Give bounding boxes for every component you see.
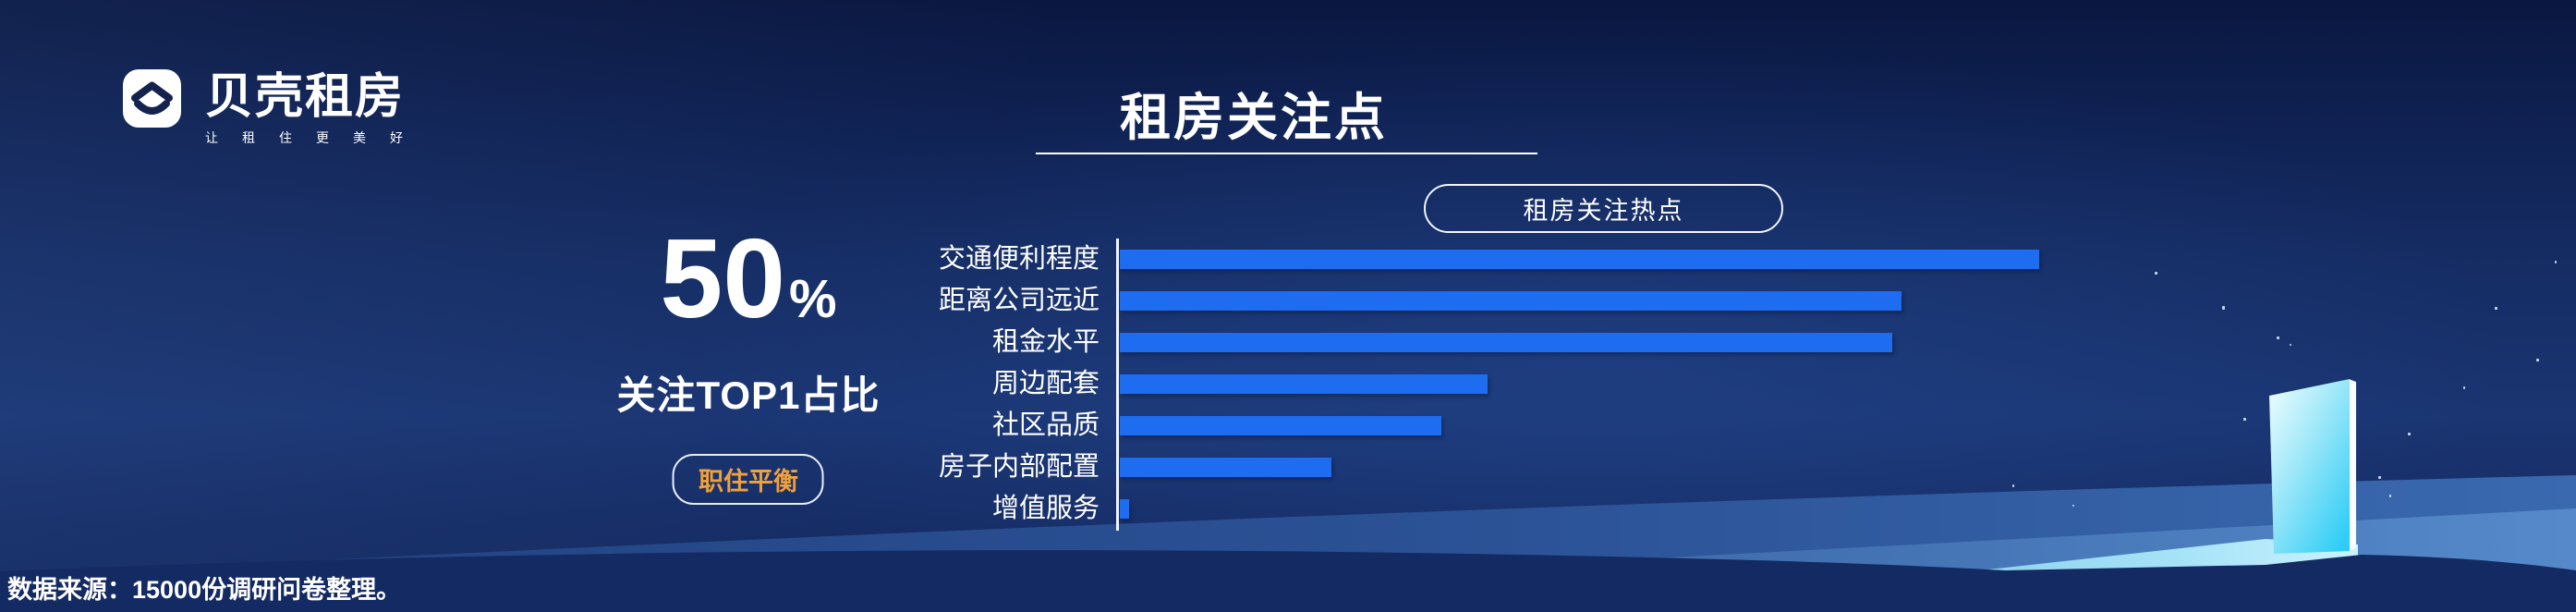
chart-bar xyxy=(1120,458,1331,477)
data-source-note: 数据来源：15000份调研问卷整理。 xyxy=(7,576,402,604)
chart-row: 周边配套 xyxy=(0,363,2576,405)
star-icon xyxy=(2555,261,2557,263)
title-underline xyxy=(1036,153,1537,154)
star-icon xyxy=(2222,306,2225,310)
chart-row-label: 交通便利程度 xyxy=(938,244,1100,274)
logo-name: 贝壳租房 xyxy=(205,70,406,124)
chart-bar xyxy=(1120,416,1441,435)
chart-row-label: 距离公司远近 xyxy=(938,286,1100,315)
star-icon xyxy=(2495,307,2497,310)
chart-row: 房子内部配置 xyxy=(0,447,2576,488)
beike-logo: 贝壳租房 让租住更美好 xyxy=(123,69,427,147)
chart-title-pill: 租房关注热点 xyxy=(1424,184,1783,233)
stat-value: 50 xyxy=(660,215,786,341)
page-title: 租房关注点 xyxy=(1119,89,1389,146)
chart-row: 社区品质 xyxy=(0,405,2576,447)
chart-row: 交通便利程度 xyxy=(0,239,2576,280)
stat-number: 50 % xyxy=(660,222,836,335)
chart-bar xyxy=(1120,333,1892,352)
chart-bar xyxy=(1120,291,1902,311)
chart-axis-line xyxy=(1116,239,1119,531)
door-frame-edge xyxy=(2349,379,2356,551)
beike-house-smile-icon xyxy=(123,69,181,128)
star-icon xyxy=(2277,337,2279,339)
chart-bar xyxy=(1120,374,1488,394)
star-icon xyxy=(2243,418,2246,421)
stat-label: 关注TOP1占比 xyxy=(616,373,881,417)
chart-bar xyxy=(1120,499,1129,519)
bar-chart: 交通便利程度 距离公司远近租金水平周边配套社区品质房子内部配置增值服务 xyxy=(0,239,2576,530)
chart-row-label: 周边配套 xyxy=(991,369,1100,398)
star-icon xyxy=(2389,495,2391,497)
star-icon xyxy=(2072,505,2074,507)
chart-row-label: 房子内部配置 xyxy=(938,452,1100,482)
wave-foreground xyxy=(0,550,2576,612)
open-door-illustration xyxy=(2269,379,2356,554)
star-icon xyxy=(2536,359,2539,361)
chart-row: 距离公司远近 xyxy=(0,280,2576,322)
chart-row: 增值服务 xyxy=(0,488,2576,530)
logo-tagline: 让租住更美好 xyxy=(205,130,427,145)
star-icon xyxy=(2378,476,2381,479)
chart-row-label: 社区品质 xyxy=(991,410,1100,440)
door-panel xyxy=(2269,379,2350,554)
star-icon xyxy=(2155,272,2157,275)
star-icon xyxy=(2408,433,2411,435)
chart-row-label: 增值服务 xyxy=(991,494,1100,523)
top1-stat-block: 50 % 关注TOP1占比 职住平衡 xyxy=(617,222,881,505)
chart-row: 租金水平 xyxy=(0,322,2576,363)
stat-badge: 职住平衡 xyxy=(672,454,824,505)
star-icon xyxy=(2012,484,2014,487)
chart-bar xyxy=(1120,250,2039,269)
chart-row-label: 租金水平 xyxy=(991,327,1100,357)
star-icon xyxy=(2463,386,2465,389)
stat-unit: % xyxy=(789,269,837,329)
star-icon xyxy=(2290,344,2291,346)
